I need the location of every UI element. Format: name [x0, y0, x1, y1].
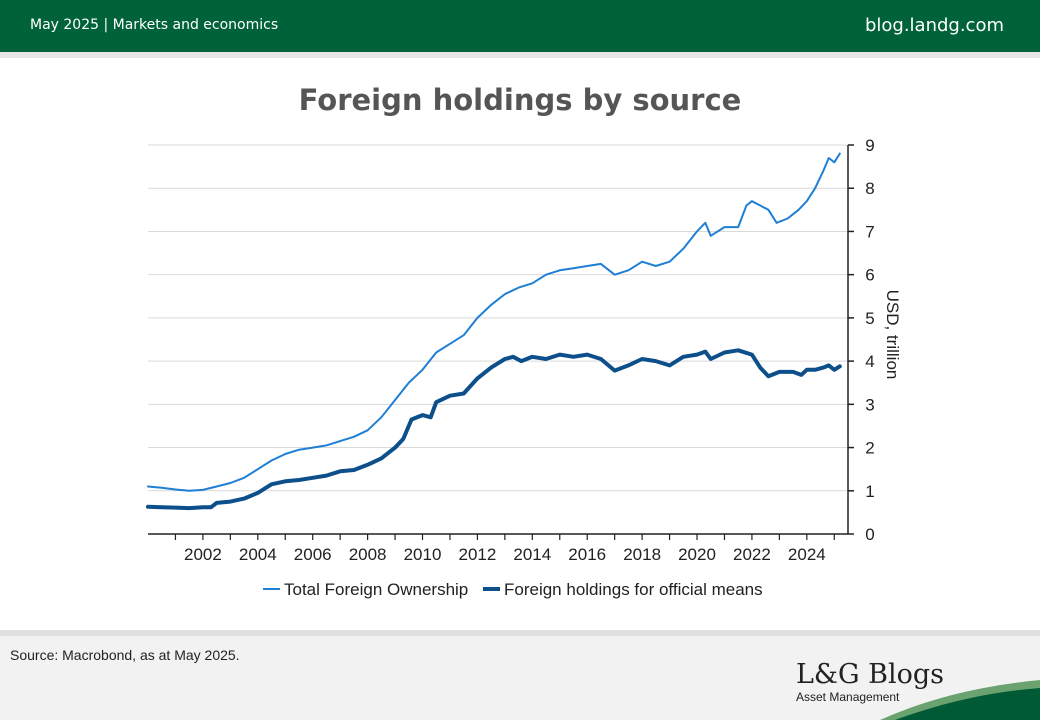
chart-title: Foreign holdings by source: [298, 83, 742, 117]
x-tick-label-2022: 2022: [733, 545, 771, 564]
y-axis-label: USD, trillion: [883, 290, 902, 380]
series-line-2: [146, 348, 842, 511]
x-tick-label-2008: 2008: [349, 545, 387, 564]
y-tick-label-5: 5: [865, 309, 874, 328]
x-tick-label-2020: 2020: [678, 545, 716, 564]
x-tick-label-2014: 2014: [513, 545, 551, 564]
y-tick-label-4: 4: [865, 352, 874, 371]
y-tick-label-0: 0: [865, 525, 874, 544]
brand-name: L&G Blogs: [796, 659, 944, 690]
y-tick-label-9: 9: [865, 136, 874, 155]
x-tick-label-2018: 2018: [623, 545, 661, 564]
source-note: Source: Macrobond, as at May 2025.: [10, 647, 240, 663]
header-bar: May 2025 | Markets and economics blog.la…: [0, 0, 1040, 52]
x-tick-label-2002: 2002: [184, 545, 222, 564]
x-tick-label-2006: 2006: [294, 545, 332, 564]
footer: Source: Macrobond, as at May 2025. L&G B…: [0, 630, 1040, 720]
y-tick-label-6: 6: [865, 266, 874, 285]
brand-swoosh-icon: [880, 680, 1040, 720]
x-tick-label-2016: 2016: [568, 545, 606, 564]
x-tick-label-2024: 2024: [788, 545, 826, 564]
y-tick-label-7: 7: [865, 222, 874, 241]
blog-url-link[interactable]: blog.landg.com: [864, 15, 1004, 36]
header-date-category: May 2025 | Markets and economics: [30, 17, 279, 33]
x-tick-label-2010: 2010: [404, 545, 442, 564]
x-tick-label-2012: 2012: [458, 545, 496, 564]
header-divider: [0, 52, 1040, 58]
brand-subtitle: Asset Management: [796, 690, 900, 704]
line-chart: 0 1 2 3 4 5 6 7 8 9 2002 2004 2006 2008 2010 2012 2014 20…: [146, 136, 902, 599]
legend-label-2: Foreign holdings for official means: [504, 580, 763, 599]
legend-label-1: Total Foreign Ownership: [284, 580, 468, 599]
y-tick-label-3: 3: [865, 395, 874, 414]
y-tick-label-2: 2: [865, 439, 874, 458]
y-tick-label-1: 1: [865, 482, 874, 501]
series-line-1: [147, 152, 841, 492]
x-tick-label-2004: 2004: [239, 545, 277, 564]
y-tick-label-8: 8: [865, 179, 874, 198]
brand-logo: L&G Blogs Asset Management: [796, 659, 944, 705]
